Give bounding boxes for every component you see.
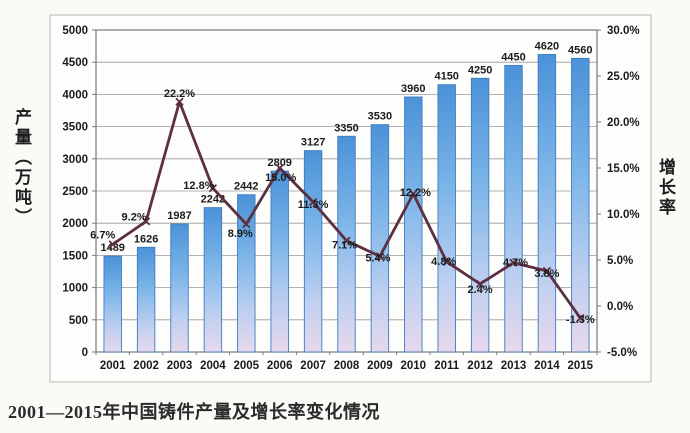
svg-text:3.8%: 3.8%: [534, 268, 559, 280]
combo-chart: 5000450040003500300025002000150010005000…: [49, 14, 652, 383]
svg-text:-5.0%: -5.0%: [607, 347, 637, 359]
svg-text:2442: 2442: [234, 181, 258, 193]
svg-text:25.0%: 25.0%: [607, 71, 640, 83]
svg-text:1500: 1500: [62, 250, 88, 262]
y-axis-title-production: 产量（万吨）: [12, 108, 31, 228]
svg-text:4000: 4000: [62, 89, 88, 101]
svg-text:1626: 1626: [134, 233, 158, 245]
svg-text:4620: 4620: [535, 40, 559, 52]
svg-text:1489: 1489: [100, 242, 124, 254]
svg-text:2007: 2007: [300, 360, 326, 372]
svg-text:9.2%: 9.2%: [122, 211, 147, 223]
svg-text:4250: 4250: [468, 64, 492, 76]
svg-text:3530: 3530: [368, 111, 392, 123]
svg-text:10.0%: 10.0%: [607, 209, 640, 221]
svg-text:2009: 2009: [367, 360, 393, 372]
svg-text:2011: 2011: [434, 360, 460, 372]
chart-panel: 5000 4500 4000 3500 3000 2500 2000 1500 1000 500 0…: [12, 14, 675, 383]
svg-text:12.8%: 12.8%: [183, 180, 214, 192]
svg-text:2012: 2012: [467, 360, 493, 372]
svg-text:8.9%: 8.9%: [228, 228, 253, 240]
svg-text:2500: 2500: [62, 186, 88, 198]
svg-text:2809: 2809: [267, 157, 291, 169]
svg-text:2015: 2015: [568, 360, 594, 372]
svg-text:4150: 4150: [434, 71, 458, 83]
svg-text:2005: 2005: [234, 360, 260, 372]
svg-text:2014: 2014: [534, 360, 560, 372]
svg-text:-1.3%: -1.3%: [566, 314, 595, 326]
svg-text:4560: 4560: [568, 44, 592, 56]
svg-text:3127: 3127: [301, 137, 325, 149]
svg-text:1000: 1000: [62, 283, 88, 295]
svg-text:3000: 3000: [62, 154, 88, 166]
y-axis-title-growth-rate: 增长率: [656, 158, 675, 218]
svg-text:2010: 2010: [401, 360, 427, 372]
svg-text:20.0%: 20.0%: [607, 117, 640, 129]
svg-text:4.7%: 4.7%: [503, 257, 528, 269]
svg-text:11.3%: 11.3%: [298, 199, 329, 211]
svg-text:500: 500: [69, 315, 88, 327]
svg-text:2008: 2008: [334, 360, 360, 372]
svg-text:2002: 2002: [133, 360, 159, 372]
svg-text:15.0%: 15.0%: [607, 163, 640, 175]
svg-text:2.4%: 2.4%: [468, 284, 493, 296]
svg-text:4450: 4450: [501, 51, 525, 63]
svg-text:6.7%: 6.7%: [90, 229, 115, 241]
svg-text:3500: 3500: [62, 122, 88, 134]
svg-text:30.0%: 30.0%: [607, 25, 640, 37]
svg-text:1987: 1987: [167, 210, 191, 222]
svg-text:22.2%: 22.2%: [164, 88, 195, 100]
svg-text:2003: 2003: [167, 360, 193, 372]
svg-text:7.1%: 7.1%: [332, 240, 357, 252]
svg-text:5.0%: 5.0%: [607, 255, 633, 267]
svg-text:3350: 3350: [334, 122, 358, 134]
svg-text:4.8%: 4.8%: [431, 256, 456, 268]
svg-text:2000: 2000: [62, 218, 88, 230]
svg-text:12.2%: 12.2%: [400, 187, 431, 199]
svg-text:15.0%: 15.0%: [265, 172, 296, 184]
svg-text:3960: 3960: [401, 83, 425, 95]
svg-text:4500: 4500: [62, 57, 88, 69]
svg-text:0: 0: [82, 347, 88, 359]
svg-text:2004: 2004: [200, 360, 226, 372]
chart-caption: 2001—2015年中国铸件产量及增长率变化情况: [8, 402, 380, 422]
svg-text:5.4%: 5.4%: [365, 252, 390, 264]
svg-text:2006: 2006: [267, 360, 293, 372]
svg-text:5000: 5000: [62, 25, 88, 37]
svg-text:2013: 2013: [501, 360, 527, 372]
svg-text:0.0%: 0.0%: [607, 301, 633, 313]
svg-text:2001: 2001: [100, 360, 126, 372]
